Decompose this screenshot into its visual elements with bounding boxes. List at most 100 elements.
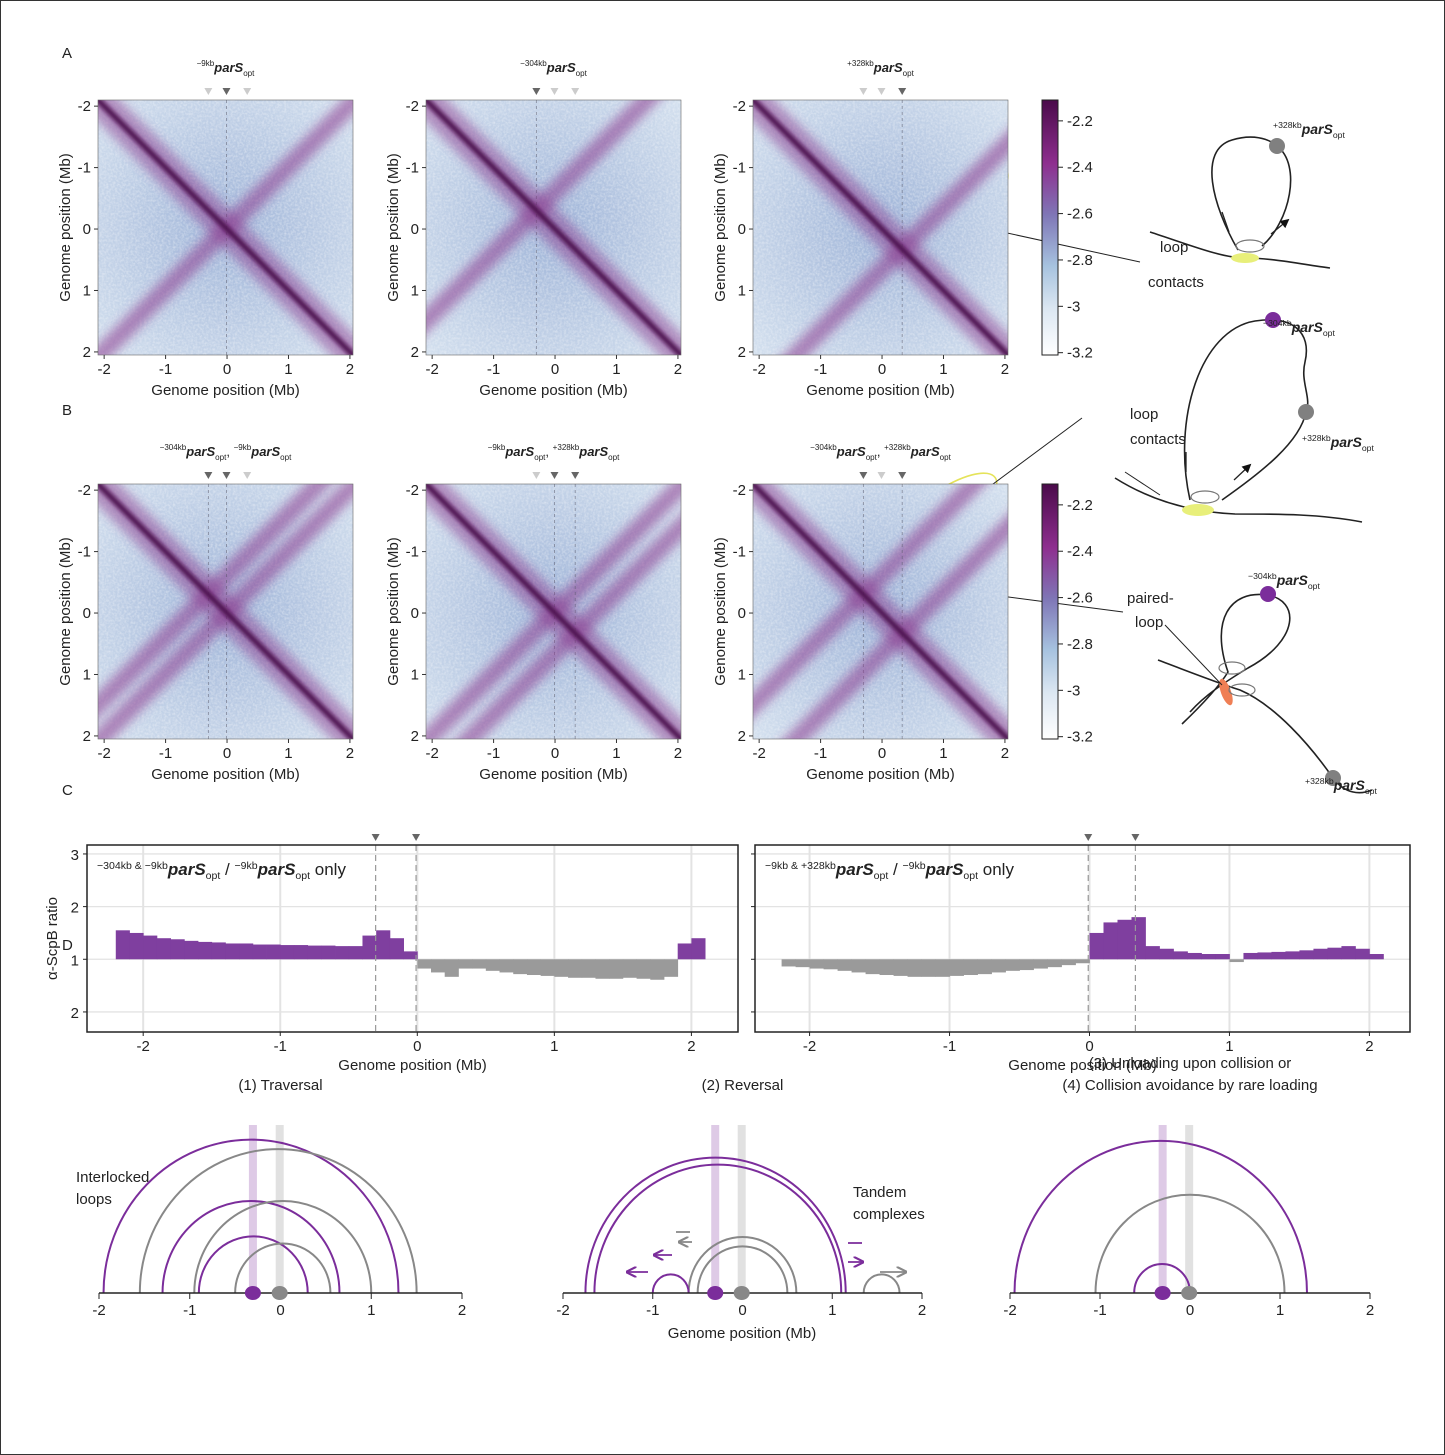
- ratio-bar: [609, 959, 624, 979]
- site-marker: [859, 472, 868, 479]
- site-marker: [243, 472, 252, 479]
- ratio-bar: [581, 959, 596, 978]
- y-tick-label: 0: [738, 605, 746, 622]
- ratio-bar: [499, 959, 514, 973]
- ratio-bar: [663, 959, 679, 977]
- x-tick-label: -1: [487, 361, 500, 378]
- ratio-bar: [431, 959, 446, 973]
- site-marker: [859, 88, 868, 95]
- y-tick-label: -2: [733, 98, 746, 115]
- ratio-bar: [472, 959, 487, 969]
- y-tick-label: 1: [738, 282, 746, 299]
- heatmap: [753, 100, 1008, 355]
- x-tick-label: -2: [556, 1302, 569, 1319]
- y-axis-label: Genome position (Mb): [712, 153, 729, 301]
- x-tick-label: -1: [159, 745, 172, 762]
- ratio-bar: [977, 959, 992, 975]
- title: −304kbparSopt: [1263, 318, 1335, 338]
- x-tick-label: 2: [1366, 1302, 1374, 1319]
- callout-label: loop: [1135, 614, 1163, 631]
- x-axis-label: Genome position (Mb): [806, 766, 954, 783]
- x-axis-label: Genome position (Mb): [479, 382, 627, 399]
- title-part: −304kb & −9kb: [97, 860, 168, 872]
- x-tick-label: 2: [346, 745, 354, 762]
- site-marker: [222, 472, 231, 479]
- ratio-bar: [949, 959, 964, 976]
- loop-arc: [593, 1163, 843, 1294]
- title: +328kbparSopt: [1302, 433, 1374, 453]
- colorbar-tick-label: -2.8: [1067, 636, 1093, 653]
- ratio-bar: [444, 959, 459, 977]
- diagram-title: (4) Collision avoidance by rare loading: [1062, 1077, 1317, 1094]
- ratio-bar: [115, 930, 130, 960]
- ratio-bar: [809, 959, 824, 969]
- x-tick-label: 2: [1001, 361, 1009, 378]
- x-tick-label: 0: [738, 1302, 746, 1319]
- annotation: complexes: [853, 1206, 925, 1223]
- ratio-bar: [1327, 947, 1342, 960]
- x-tick-label: 0: [413, 1038, 421, 1055]
- title-part: parS: [167, 860, 206, 879]
- diagonal: [426, 100, 681, 355]
- site-dot: [1325, 770, 1341, 786]
- ratio-bar: [1131, 917, 1146, 960]
- x-tick-label: 0: [1186, 1302, 1194, 1319]
- y-tick-label: -1: [733, 160, 746, 177]
- x-tick-label: 1: [612, 745, 620, 762]
- ratio-bar: [156, 938, 172, 960]
- site-dot: [1265, 312, 1281, 328]
- title-part: ,: [226, 444, 233, 459]
- ratio-bar: [781, 959, 796, 967]
- title-part: parS: [1276, 572, 1309, 588]
- colorbar-tick-label: -3: [1067, 682, 1080, 699]
- title-part: parS: [213, 60, 243, 75]
- title-part: parS: [257, 860, 296, 879]
- x-tick-label: 2: [346, 361, 354, 378]
- title-part: opt: [280, 453, 292, 462]
- title: −304kbparSopt: [520, 59, 587, 78]
- x-tick-label: 0: [878, 361, 886, 378]
- title-part: −9kb: [197, 59, 215, 68]
- loop-arc: [584, 1156, 847, 1294]
- site-marker: [204, 472, 213, 479]
- ratio-bar: [513, 959, 528, 975]
- loop-arc: [1094, 1193, 1286, 1294]
- contact-patch: [1182, 504, 1214, 516]
- paired-patch: [1219, 678, 1233, 706]
- callout-line: [1164, 624, 1223, 686]
- arrow: [848, 1242, 862, 1262]
- heatmap: [753, 484, 1008, 739]
- title: −9kbparSopt, +328kbparSopt: [488, 443, 620, 462]
- x-tick-label: -2: [97, 745, 110, 762]
- y-tick-label: 0: [83, 605, 91, 622]
- title-part: parS: [185, 444, 215, 459]
- ratio-bar: [1285, 951, 1300, 960]
- ratio-bar: [622, 959, 637, 978]
- site-marker: [571, 472, 580, 479]
- ratio-bar: [568, 959, 583, 978]
- title-part: −9kb: [902, 860, 925, 872]
- y-tick-label: -1: [78, 160, 91, 177]
- title: −304kbparSopt, −9kbparSopt: [160, 443, 292, 462]
- loop-arc: [193, 1200, 373, 1294]
- annotation: Interlocked: [76, 1169, 149, 1186]
- ratio-bar: [893, 959, 908, 976]
- title-part: /: [220, 860, 234, 879]
- ratio-bar: [1033, 959, 1048, 969]
- heatmap: [98, 484, 353, 739]
- site-dot: [1269, 138, 1285, 154]
- heatmap: [98, 100, 353, 355]
- colorbar-tick-label: -2.4: [1067, 159, 1093, 176]
- site-marker: [898, 88, 907, 95]
- ratio-bar: [865, 959, 880, 975]
- ratio-bar: [823, 959, 838, 970]
- ratio-bar: [1201, 954, 1216, 960]
- title-part: +328kb: [1302, 433, 1331, 443]
- dna-loop: [1157, 659, 1373, 794]
- title-part: only: [310, 860, 346, 879]
- contact-patch: [1231, 253, 1259, 263]
- title-part: −304kb: [160, 443, 187, 452]
- y-tick-label: 2: [738, 344, 746, 361]
- y-tick-label: 3: [71, 847, 79, 864]
- x-tick-label: -1: [943, 1038, 956, 1055]
